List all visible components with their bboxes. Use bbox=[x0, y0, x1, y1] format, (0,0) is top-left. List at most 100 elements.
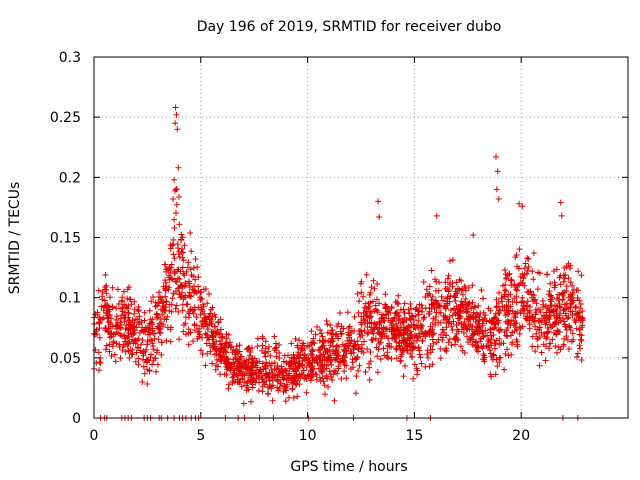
data-point bbox=[182, 331, 189, 338]
data-point bbox=[412, 306, 419, 313]
data-point bbox=[466, 300, 473, 307]
data-point bbox=[355, 367, 362, 374]
data-point bbox=[208, 328, 215, 335]
data-point bbox=[240, 400, 247, 407]
data-point bbox=[268, 385, 275, 392]
data-point bbox=[173, 278, 180, 285]
data-point bbox=[578, 356, 585, 363]
data-point bbox=[335, 363, 342, 370]
data-point bbox=[565, 305, 572, 312]
data-point bbox=[103, 309, 110, 316]
data-point bbox=[169, 295, 176, 302]
data-point bbox=[186, 289, 193, 296]
data-point bbox=[529, 313, 536, 320]
data-point bbox=[328, 373, 335, 380]
data-point bbox=[495, 299, 502, 306]
data-point bbox=[511, 310, 518, 317]
data-point bbox=[444, 285, 451, 292]
data-point bbox=[225, 359, 232, 366]
data-point bbox=[332, 354, 339, 361]
data-point bbox=[487, 307, 494, 314]
data-point bbox=[102, 272, 109, 279]
data-point bbox=[461, 319, 468, 326]
data-point bbox=[202, 362, 209, 369]
data-point bbox=[466, 326, 473, 333]
data-point bbox=[501, 366, 508, 373]
data-point bbox=[133, 349, 140, 356]
data-point bbox=[170, 290, 177, 297]
data-point bbox=[424, 347, 431, 354]
data-point bbox=[95, 349, 102, 356]
data-point bbox=[366, 376, 373, 383]
data-point bbox=[120, 341, 127, 348]
data-point bbox=[429, 361, 436, 368]
data-point bbox=[153, 368, 160, 375]
data-point bbox=[492, 310, 499, 317]
data-point bbox=[366, 360, 373, 367]
data-point bbox=[465, 321, 472, 328]
data-point bbox=[476, 330, 483, 337]
data-point bbox=[573, 353, 580, 360]
data-point bbox=[351, 343, 358, 350]
data-point bbox=[265, 343, 272, 350]
data-point bbox=[122, 348, 129, 355]
data-point bbox=[104, 328, 111, 335]
data-point bbox=[463, 333, 470, 340]
data-point bbox=[577, 345, 584, 352]
data-point bbox=[237, 353, 244, 360]
data-point bbox=[204, 300, 211, 307]
data-point bbox=[477, 335, 484, 342]
data-point bbox=[145, 356, 152, 363]
data-point bbox=[502, 351, 509, 358]
data-point bbox=[547, 280, 554, 287]
data-point bbox=[482, 312, 489, 319]
data-point bbox=[445, 272, 452, 279]
data-point bbox=[135, 321, 142, 328]
data-point bbox=[128, 350, 135, 357]
data-point bbox=[440, 297, 447, 304]
data-point bbox=[364, 323, 371, 330]
data-point bbox=[327, 342, 334, 349]
data-point bbox=[335, 349, 342, 356]
data-point bbox=[551, 279, 558, 286]
data-point bbox=[530, 319, 537, 326]
data-point bbox=[574, 310, 581, 317]
data-point bbox=[445, 288, 452, 295]
data-point bbox=[311, 357, 318, 364]
data-point bbox=[492, 321, 499, 328]
data-point bbox=[278, 363, 285, 370]
data-point bbox=[109, 284, 116, 291]
data-point bbox=[361, 338, 368, 345]
data-point bbox=[119, 308, 126, 315]
data-point bbox=[319, 367, 326, 374]
x-tick-label: 0 bbox=[90, 428, 99, 444]
data-point bbox=[148, 298, 155, 305]
data-point bbox=[139, 337, 146, 344]
data-point bbox=[156, 326, 163, 333]
data-point bbox=[361, 327, 368, 334]
data-point bbox=[174, 266, 181, 273]
data-point bbox=[323, 365, 330, 372]
data-point bbox=[469, 341, 476, 348]
data-point bbox=[487, 339, 494, 346]
data-point bbox=[179, 249, 186, 256]
data-point bbox=[488, 353, 495, 360]
data-point bbox=[452, 288, 459, 295]
data-point bbox=[223, 363, 230, 370]
data-point bbox=[456, 276, 463, 283]
data-point bbox=[516, 246, 523, 253]
data-point bbox=[271, 333, 278, 340]
data-point bbox=[436, 279, 443, 286]
data-point bbox=[480, 295, 487, 302]
data-point bbox=[439, 337, 446, 344]
data-point bbox=[262, 372, 269, 379]
data-point bbox=[579, 308, 586, 315]
data-point bbox=[232, 354, 239, 361]
data-point bbox=[311, 357, 318, 364]
data-point bbox=[144, 381, 151, 388]
data-point bbox=[567, 308, 574, 315]
data-point bbox=[246, 374, 253, 381]
data-point bbox=[529, 333, 536, 340]
data-point bbox=[114, 286, 121, 293]
data-point bbox=[369, 337, 376, 344]
